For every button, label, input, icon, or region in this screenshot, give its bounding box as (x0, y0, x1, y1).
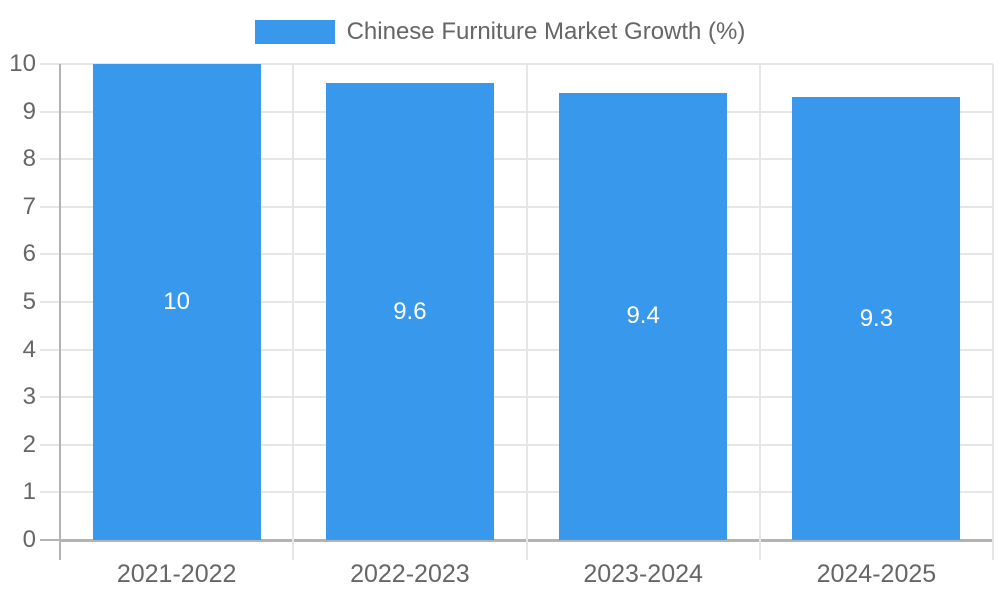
x-tick-mark (758, 540, 761, 560)
y-axis-tick-label: 6 (22, 240, 36, 268)
gridline (525, 64, 528, 540)
y-axis-tick-label: 1 (22, 478, 36, 506)
y-tick-mark (40, 205, 60, 208)
legend-item[interactable]: Chinese Furniture Market Growth (%) (254, 18, 746, 46)
gridline (292, 64, 295, 540)
legend-label: Chinese Furniture Market Growth (%) (346, 18, 746, 45)
y-tick-mark (40, 110, 60, 113)
y-tick-mark (40, 348, 60, 351)
bar-value-label: 9.3 (859, 304, 894, 332)
y-tick-mark (40, 443, 60, 446)
x-axis-tick-label: 2021-2022 (116, 560, 237, 588)
x-tick-mark (292, 540, 295, 560)
y-axis-tick-label: 3 (22, 383, 36, 411)
y-axis-tick-label: 4 (22, 335, 36, 363)
y-axis-tick-label: 8 (22, 145, 36, 173)
y-tick-mark (40, 491, 60, 494)
bar[interactable] (325, 83, 494, 540)
y-tick-mark (40, 301, 60, 303)
bar[interactable] (92, 64, 261, 540)
y-tick-mark (40, 158, 60, 161)
gridline (992, 64, 994, 540)
y-tick-mark (40, 396, 60, 399)
y-axis-tick-label: 7 (22, 192, 36, 220)
bar[interactable] (559, 92, 728, 540)
y-tick-mark (40, 253, 60, 256)
legend-swatch-icon (254, 20, 335, 44)
y-axis-tick-label: 2 (22, 430, 36, 458)
y-axis-tick-label: 0 (22, 526, 36, 553)
x-axis-tick-label: 2023-2024 (583, 560, 703, 588)
gridline (758, 64, 761, 540)
y-tick-mark (40, 539, 60, 541)
bar[interactable] (792, 97, 961, 540)
y-axis-tick-label: 5 (22, 288, 36, 315)
legend: Chinese Furniture Market Growth (%) (0, 18, 1000, 46)
x-axis-tick-label: 2022-2023 (350, 560, 470, 588)
y-axis-tick-label: 10 (9, 50, 36, 77)
x-tick-mark (59, 540, 61, 560)
x-axis-tick-label: 2024-2025 (816, 560, 937, 588)
x-tick-mark (525, 540, 528, 560)
bar-value-label: 9.6 (393, 297, 427, 325)
bar-value-label: 10 (163, 288, 190, 315)
y-tick-mark (40, 63, 60, 65)
y-axis-tick-label: 9 (22, 97, 36, 125)
x-tick-mark (992, 540, 994, 560)
y-axis-line (59, 64, 61, 540)
bar-value-label: 9.4 (626, 302, 660, 330)
